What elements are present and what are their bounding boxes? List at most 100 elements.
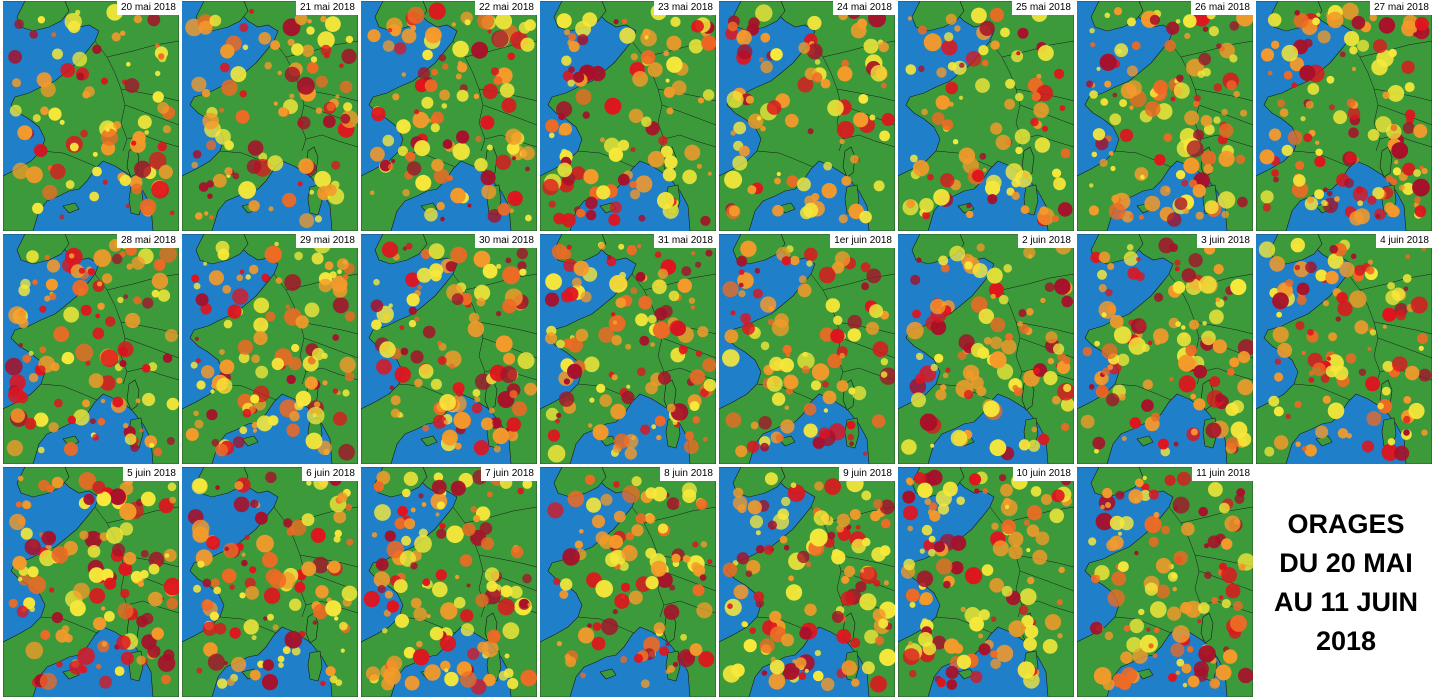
- impact-cell: [608, 315, 626, 332]
- impact-cell: [51, 546, 69, 564]
- impact-cell: [964, 261, 973, 270]
- impact-cell: [803, 402, 817, 416]
- impact-cell: [1113, 326, 1132, 344]
- impact-cell: [645, 576, 659, 590]
- impact-cell: [1218, 595, 1224, 600]
- impact-cell: [313, 401, 321, 408]
- impact-cell: [390, 408, 400, 418]
- impact-cell: [1172, 281, 1186, 294]
- impact-cell: [960, 606, 966, 612]
- impact-cell: [502, 298, 517, 314]
- impact-cell: [1018, 439, 1030, 451]
- impact-cell: [408, 306, 417, 315]
- impact-cell: [621, 545, 638, 562]
- impact-cell: [1371, 58, 1388, 76]
- impact-cell: [67, 20, 81, 34]
- impact-cell: [495, 154, 511, 170]
- impact-cell: [1314, 156, 1326, 168]
- impact-cell: [232, 172, 240, 180]
- impact-cell: [1374, 208, 1386, 221]
- impact-cell: [595, 580, 613, 598]
- country-border: [822, 273, 895, 291]
- impact-cell: [444, 671, 459, 687]
- impact-cell: [301, 513, 315, 527]
- storm-map: [1256, 1, 1432, 231]
- impact-cell: [665, 642, 670, 647]
- impact-cell: [556, 13, 572, 29]
- map-tile: 9 juin 2018: [719, 467, 895, 697]
- impact-cell: [1348, 127, 1359, 138]
- impact-cell: [344, 371, 355, 382]
- impact-cell: [1296, 295, 1307, 306]
- impact-cell: [99, 675, 112, 689]
- impact-cell: [730, 130, 736, 136]
- impact-cell: [678, 345, 688, 355]
- sardinia-land: [307, 650, 323, 682]
- impact-cell: [265, 568, 282, 585]
- impact-cell: [572, 277, 582, 288]
- impact-cell: [1315, 148, 1323, 156]
- impact-cell: [1403, 429, 1410, 436]
- impact-cell: [760, 341, 770, 351]
- impact-cell: [601, 618, 619, 636]
- impact-cell: [733, 487, 744, 498]
- impact-cell: [806, 43, 823, 60]
- impact-cell: [677, 278, 692, 293]
- impact-cell: [40, 106, 49, 116]
- impact-cell: [1193, 129, 1205, 141]
- impact-cell: [124, 433, 137, 445]
- impact-cell: [1414, 196, 1421, 204]
- impact-cell: [374, 504, 391, 521]
- impact-cell: [553, 212, 566, 225]
- impact-cell: [483, 673, 496, 687]
- impact-cell: [284, 274, 301, 291]
- impact-cell: [847, 328, 862, 342]
- impact-cell: [1193, 364, 1207, 379]
- impact-cell: [991, 522, 999, 530]
- impact-cell: [1198, 275, 1217, 294]
- impact-cell: [215, 485, 220, 490]
- impact-cell: [804, 603, 817, 616]
- impact-cell: [849, 441, 854, 446]
- impact-cell: [45, 278, 58, 291]
- impact-cell: [334, 616, 339, 621]
- impact-cell: [970, 296, 988, 313]
- impact-cell: [196, 380, 206, 390]
- impact-cell: [49, 587, 55, 593]
- impact-cell: [1295, 441, 1301, 447]
- impact-cell: [395, 613, 409, 628]
- impact-cell: [738, 269, 745, 275]
- impact-cell: [451, 22, 456, 27]
- impact-cell: [978, 643, 991, 656]
- impact-cell: [781, 633, 794, 647]
- impact-cell: [169, 210, 175, 216]
- impact-cell: [1090, 621, 1103, 635]
- impact-cell: [977, 347, 990, 359]
- date-label: 27 mai 2018: [1369, 1, 1432, 15]
- impact-cell: [1226, 436, 1239, 450]
- impact-cell: [1098, 301, 1117, 319]
- impact-cell: [431, 479, 447, 495]
- impact-cell: [338, 443, 355, 461]
- impact-cell: [250, 499, 259, 508]
- impact-cell: [610, 403, 626, 420]
- impact-cell: [373, 278, 380, 286]
- impact-cell: [1026, 548, 1031, 553]
- impact-cell: [262, 552, 278, 568]
- impact-cell: [337, 492, 348, 503]
- impact-cell: [25, 641, 44, 660]
- impact-cell: [267, 613, 274, 621]
- impact-cell: [685, 431, 694, 441]
- country-border: [299, 554, 358, 568]
- country-border: [1293, 383, 1351, 401]
- impact-cell: [1117, 531, 1123, 536]
- impact-cell: [502, 266, 521, 285]
- impact-cell: [1204, 571, 1212, 579]
- impact-cell: [568, 32, 577, 41]
- country-border: [1015, 321, 1074, 335]
- impact-cell: [97, 302, 105, 310]
- impact-cell: [1154, 154, 1166, 166]
- date-label: 29 mai 2018: [295, 234, 358, 248]
- storm-map: [182, 467, 358, 697]
- lightning-impacts: [1080, 237, 1253, 457]
